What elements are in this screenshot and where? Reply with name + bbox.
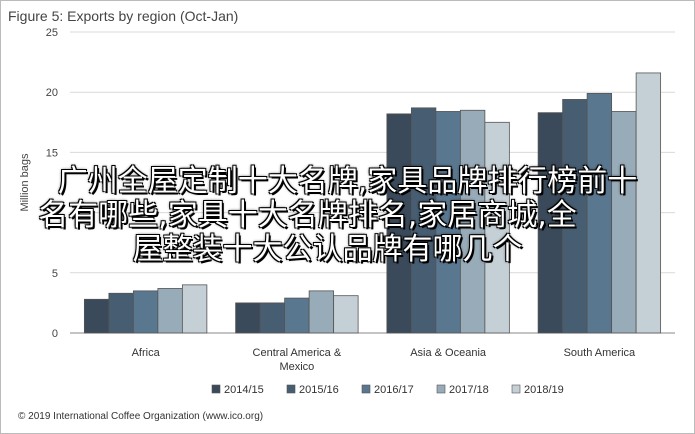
bar-2015-16 <box>108 292 134 334</box>
legend-label: 2015/16 <box>299 384 339 396</box>
legend-label: 2016/17 <box>374 384 414 396</box>
y-axis-label: Million bags <box>19 153 31 212</box>
y-tick-label: 5 <box>52 268 58 280</box>
bar-2017-18 <box>157 288 183 334</box>
y-tick-label: 25 <box>46 27 58 39</box>
bar-2018-19 <box>484 121 510 334</box>
overlay-line-3: 屋整装十大公认品牌有哪几个 <box>132 232 523 267</box>
bar-2018-19 <box>181 284 208 334</box>
overlay-line-2: 名有哪些,家具十大名牌排名,家居商城,全 <box>38 198 577 233</box>
bar-2016-17 <box>284 297 310 334</box>
y-tick-label: 20 <box>46 87 58 99</box>
y-tick-label: 10 <box>46 208 58 220</box>
x-tick-label: Asia & Oceania <box>410 347 487 359</box>
bar-2014-15 <box>537 112 564 334</box>
figure-title: Figure 5: Exports by region (Oct-Jan) <box>8 8 239 24</box>
bar-2018-19 <box>635 72 662 334</box>
bar-2014-15 <box>386 113 412 334</box>
legend-swatch <box>361 384 371 394</box>
legend-label: 2017/18 <box>449 384 489 396</box>
x-tick-label: Central America & <box>253 347 342 359</box>
bar-2017-18 <box>308 290 335 334</box>
x-tick-label: South America <box>564 347 636 359</box>
legend-label: 2018/19 <box>524 384 564 396</box>
source-credit: © 2019 International Coffee Organization… <box>18 411 264 422</box>
bar-2018-19 <box>333 295 359 334</box>
bar-2016-17 <box>586 93 613 334</box>
legend-label: 2014/15 <box>224 384 264 396</box>
overlay-banner-text: 广州全屋定制十大名牌,家具品牌排行榜前十 名有哪些,家具十大名牌排名,家居商城,… <box>0 165 695 267</box>
overlay-line-1: 广州全屋定制十大名牌,家具品牌排行榜前十 <box>57 164 638 199</box>
x-tick-label: Mexico <box>279 361 314 373</box>
legend-swatch <box>286 384 296 394</box>
bar-2017-18 <box>459 109 486 334</box>
legend-swatch <box>211 384 221 394</box>
legend-swatch <box>511 384 521 394</box>
bar-2015-16 <box>410 107 437 334</box>
bar-2015-16 <box>259 302 286 334</box>
bar-2016-17 <box>132 290 159 334</box>
y-tick-label: 15 <box>46 147 58 159</box>
y-tick-label: 0 <box>52 328 58 340</box>
bar-2017-18 <box>611 111 637 334</box>
bar-2015-16 <box>562 99 588 334</box>
bar-2014-15 <box>83 298 110 334</box>
bar-2016-17 <box>435 111 461 334</box>
bar-2014-15 <box>235 302 261 334</box>
legend-swatch <box>436 384 446 394</box>
x-tick-label: Africa <box>132 347 161 359</box>
